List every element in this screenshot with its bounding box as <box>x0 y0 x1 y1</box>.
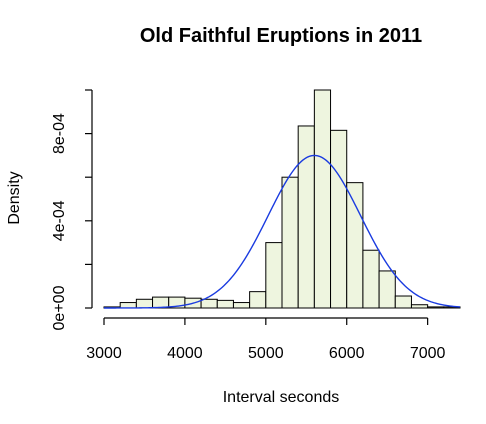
y-tick-label-2: 4e-04 <box>51 200 68 241</box>
chart-title: Old Faithful Eruptions in 2011 <box>140 25 422 47</box>
histogram-bar-15 <box>346 182 364 309</box>
histogram-bar-8 <box>232 302 251 309</box>
histogram-bar-6 <box>200 298 218 309</box>
x-tick-label-0: 3000 <box>86 345 122 362</box>
histogram-bar-11 <box>281 176 299 309</box>
histogram-bar-16 <box>362 249 380 309</box>
histogram-bar-7 <box>216 299 234 309</box>
y-axis: 0e+00 4e-04 8e-04 <box>51 89 93 330</box>
y-axis-label: Density <box>6 171 23 224</box>
x-axis-label: Interval seconds <box>223 389 340 406</box>
x-tick-label-3: 6000 <box>329 345 365 362</box>
histogram-bar-12 <box>297 125 315 309</box>
histogram-bar-20 <box>427 306 445 309</box>
histogram-bar-10 <box>265 242 283 309</box>
histogram-bar-9 <box>249 291 267 309</box>
x-tick-label-1: 4000 <box>167 345 203 362</box>
x-tick-label-2: 5000 <box>248 345 284 362</box>
histogram-bar-17 <box>378 270 396 309</box>
histogram-bar-2 <box>135 298 154 309</box>
histogram-bar-14 <box>330 129 348 309</box>
histogram-bar-18 <box>394 295 412 309</box>
histogram-bars <box>103 89 461 309</box>
y-tick-label-4: 8e-04 <box>51 113 68 154</box>
histogram-bar-3 <box>152 296 170 309</box>
histogram-bar-19 <box>410 304 429 309</box>
x-tick-label-4: 7000 <box>410 345 446 362</box>
histogram-bar-13 <box>313 89 332 309</box>
y-tick-label-0: 0e+00 <box>51 285 68 330</box>
histogram-bar-1 <box>119 302 137 309</box>
x-axis: 3000 4000 5000 6000 7000 <box>86 317 446 362</box>
normal-density-curve <box>103 154 461 309</box>
